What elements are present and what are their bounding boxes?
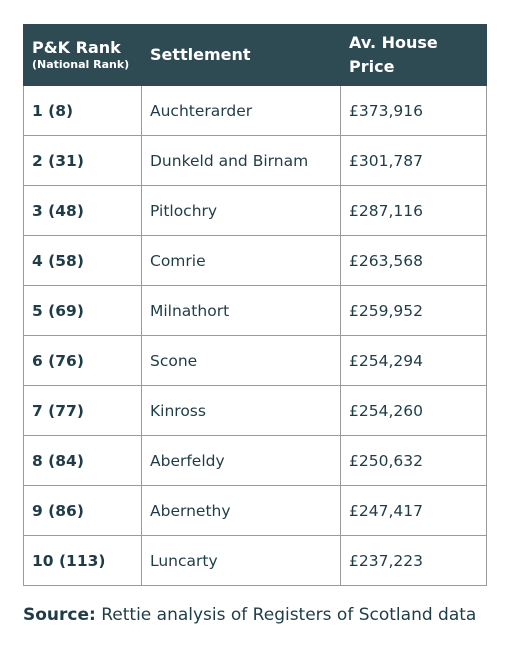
rank-cell: 3 (48) <box>23 185 142 236</box>
price-cell: £259,952 <box>340 285 487 336</box>
table-row: 4 (58) Comrie £263,568 <box>23 235 487 286</box>
settlement-cell: Scone <box>141 335 341 386</box>
table-row: 7 (77) Kinross £254,260 <box>23 385 487 436</box>
header-cell: Av. House Price <box>340 24 487 86</box>
settlement-cell: Kinross <box>141 385 341 436</box>
header-text: P&K Rank <box>32 38 121 57</box>
rank-table: P&K Rank (National Rank) Settlement Av. … <box>23 24 487 586</box>
price-cell: £254,260 <box>340 385 487 436</box>
settlement-cell: Dunkeld and Birnam <box>141 135 341 186</box>
price-cell: £237,223 <box>340 535 487 586</box>
header-cell: Settlement <box>141 24 341 86</box>
header-cell: P&K Rank (National Rank) <box>23 24 142 86</box>
settlement-cell: Luncarty <box>141 535 341 586</box>
price-cell: £287,116 <box>340 185 487 236</box>
rank-cell: 1 (8) <box>23 85 142 136</box>
settlement-cell: Abernethy <box>141 485 341 536</box>
settlement-cell: Auchterarder <box>141 85 341 136</box>
price-cell: £373,916 <box>340 85 487 136</box>
table-row: 1 (8) Auchterarder £373,916 <box>23 85 487 136</box>
price-cell: £263,568 <box>340 235 487 286</box>
source-text: Rettie analysis of Registers of Scotland… <box>101 605 477 625</box>
rank-cell: 10 (113) <box>23 535 142 586</box>
table-body: 1 (8) Auchterarder £373,916 2 (31) Dunkeld a… <box>23 85 487 586</box>
settlement-cell: Pitlochry <box>141 185 341 236</box>
table-row: 5 (69) Milnathort £259,952 <box>23 285 487 336</box>
table-row: 2 (31) Dunkeld and Birnam £301,787 <box>23 135 487 186</box>
rank-cell: 5 (69) <box>23 285 142 336</box>
settlement-cell: Comrie <box>141 235 341 286</box>
table-row: 6 (76) Scone £254,294 <box>23 335 487 386</box>
rank-cell: 2 (31) <box>23 135 142 186</box>
table-row: 10 (113) Luncarty £237,223 <box>23 535 487 586</box>
source-label: Source: <box>23 605 96 625</box>
rank-cell: 6 (76) <box>23 335 142 386</box>
rank-cell: 9 (86) <box>23 485 142 536</box>
rank-cell: 7 (77) <box>23 385 142 436</box>
header-note: (National Rank) <box>32 58 130 71</box>
source: Source: Rettie analysis of Registers of … <box>23 605 476 625</box>
settlement-cell: Milnathort <box>141 285 341 336</box>
header-row: P&K Rank (National Rank) Settlement Av. … <box>23 24 487 86</box>
settlement-cell: Aberfeldy <box>141 435 341 486</box>
rank-cell: 8 (84) <box>23 435 142 486</box>
table-row: 9 (86) Abernethy £247,417 <box>23 485 487 536</box>
price-cell: £254,294 <box>340 335 487 386</box>
rank-cell: 4 (58) <box>23 235 142 286</box>
table-row: 3 (48) Pitlochry £287,116 <box>23 185 487 236</box>
price-cell: £250,632 <box>340 435 487 486</box>
price-cell: £301,787 <box>340 135 487 186</box>
price-cell: £247,417 <box>340 485 487 536</box>
table-row: 8 (84) Aberfeldy £250,632 <box>23 435 487 486</box>
